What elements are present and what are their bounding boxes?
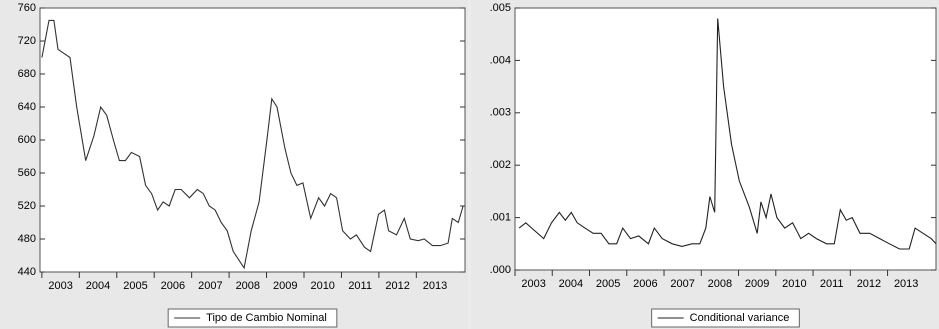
- x-tick-label: 2005: [596, 278, 620, 290]
- legend: Conditional variance: [651, 308, 800, 328]
- x-tick-label: 2008: [708, 278, 732, 290]
- y-tick-label: 760: [18, 2, 36, 14]
- y-tick-label: .001: [490, 212, 511, 224]
- x-tick-label: 2011: [820, 278, 844, 290]
- y-tick-label: 720: [18, 35, 36, 47]
- y-tick-label: .000: [490, 264, 511, 276]
- x-tick-label: 2004: [86, 280, 110, 292]
- legend: Tipo de Cambio Nominal: [167, 308, 338, 328]
- x-tick-label: 2004: [559, 278, 583, 290]
- x-tick-label: 2013: [894, 278, 918, 290]
- y-tick-label: .002: [490, 159, 511, 171]
- x-tick-label: 2010: [310, 280, 334, 292]
- legend-label: Tipo de Cambio Nominal: [206, 312, 327, 324]
- x-tick-label: 2011: [348, 280, 372, 292]
- y-tick-label: 480: [18, 233, 36, 245]
- x-tick-label: 2008: [236, 280, 260, 292]
- x-tick-label: 2013: [423, 280, 447, 292]
- y-tick-label: .004: [490, 54, 511, 66]
- plot-area: [39, 7, 466, 273]
- plot-area: [514, 7, 937, 271]
- x-tick-label: 2006: [633, 278, 657, 290]
- x-tick-label: 2010: [782, 278, 806, 290]
- x-tick-label: 2003: [48, 280, 72, 292]
- legend-box: [167, 308, 338, 328]
- legend-box: [651, 308, 800, 328]
- x-tick-label: 2007: [670, 278, 694, 290]
- y-tick-label: 560: [18, 167, 36, 179]
- x-tick-label: 2009: [273, 280, 297, 292]
- y-tick-label: .003: [490, 107, 511, 119]
- x-tick-label: 2012: [385, 280, 409, 292]
- series-line: [518, 18, 936, 250]
- y-tick-label: 520: [18, 200, 36, 212]
- x-tick-label: 2009: [745, 278, 769, 290]
- y-tick-label: 440: [18, 266, 36, 278]
- x-tick-label: 2006: [161, 280, 185, 292]
- y-tick-label: 600: [18, 134, 36, 146]
- series-line: [41, 19, 464, 270]
- x-tick-label: 2007: [198, 280, 222, 292]
- x-tick-label: 2003: [521, 278, 545, 290]
- y-tick-label: 680: [18, 68, 36, 80]
- x-tick-label: 2005: [123, 280, 147, 292]
- y-tick-label: 640: [18, 101, 36, 113]
- y-tick-label: .005: [490, 2, 511, 14]
- x-tick-label: 2012: [857, 278, 881, 290]
- legend-label: Conditional variance: [690, 312, 790, 324]
